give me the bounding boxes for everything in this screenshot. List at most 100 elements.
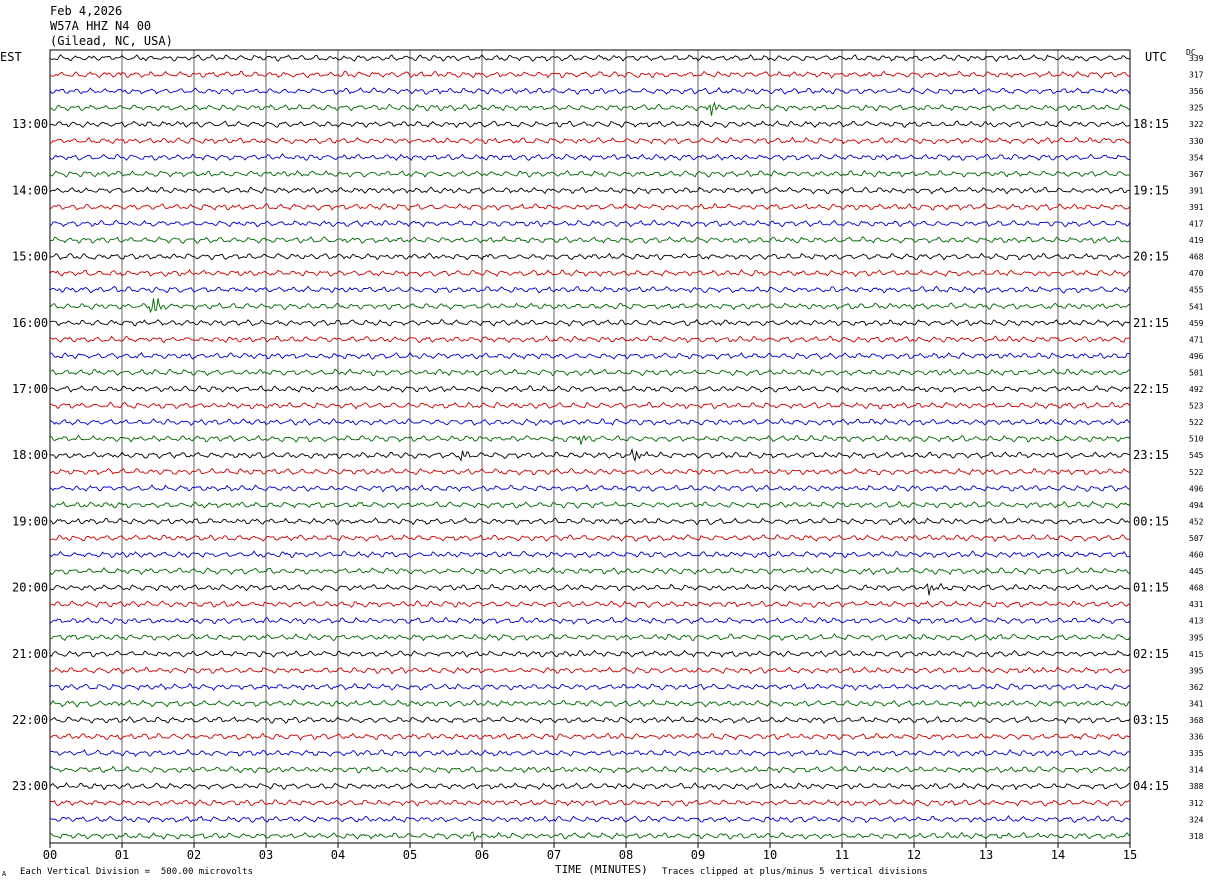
dc-value-row-47: 324 [1189, 815, 1204, 824]
x-tick-label-05: 05 [403, 848, 417, 862]
trace-row-2 [49, 70, 1131, 79]
left-hour-label-2100: 21:00 [12, 647, 48, 661]
dc-value-row-5: 322 [1189, 120, 1204, 129]
x-tick-label-14: 14 [1051, 848, 1065, 862]
dc-value-row-28: 494 [1189, 501, 1204, 510]
dc-value-row-3: 356 [1189, 87, 1204, 96]
left-hour-label-1500: 15:00 [12, 250, 48, 264]
x-tick-label-08: 08 [619, 848, 633, 862]
x-tick-label-10: 10 [763, 848, 777, 862]
dc-value-row-44: 314 [1189, 766, 1204, 775]
trace-row-39 [49, 683, 1131, 691]
right-hour-label-0315: 03:15 [1133, 713, 1169, 727]
dc-value-row-34: 431 [1189, 600, 1204, 609]
x-tick-label-02: 02 [187, 848, 201, 862]
left-hour-label-2300: 23:00 [12, 779, 48, 793]
dc-value-row-45: 388 [1189, 782, 1204, 791]
x-tick-label-01: 01 [115, 848, 129, 862]
trace-row-22 [49, 401, 1131, 410]
dc-value-row-7: 354 [1189, 153, 1204, 162]
right-hour-label-0115: 01:15 [1133, 581, 1169, 595]
trace-row-12 [49, 236, 1131, 244]
scale-note: Each Vertical Division = 500.00 microvol… [20, 867, 253, 877]
dc-value-row-33: 468 [1189, 584, 1204, 593]
trace-row-37 [49, 649, 1131, 658]
trace-row-35 [49, 616, 1131, 625]
dc-value-row-22: 523 [1189, 402, 1204, 411]
left-hour-label-1700: 17:00 [12, 382, 48, 396]
trace-row-19 [49, 351, 1131, 360]
trace-row-7 [49, 153, 1131, 161]
trace-row-29 [49, 517, 1131, 526]
left-timezone-label: EST [0, 50, 22, 64]
trace-row-4 [49, 101, 1131, 116]
trace-row-44 [49, 765, 1131, 774]
trace-row-23 [49, 418, 1131, 427]
dc-value-row-8: 367 [1189, 170, 1204, 179]
left-hour-label-2200: 22:00 [12, 713, 48, 727]
header-location: (Gilead, NC, USA) [50, 34, 173, 48]
dc-value-row-31: 460 [1189, 551, 1204, 560]
trace-row-13 [49, 252, 1131, 261]
trace-row-8 [49, 169, 1131, 178]
trace-row-33 [49, 582, 1131, 596]
trace-row-16 [49, 298, 1131, 314]
right-hour-label-0215: 02:15 [1133, 647, 1169, 661]
dc-value-row-6: 330 [1189, 137, 1204, 146]
right-hour-label-0015: 00:15 [1133, 514, 1169, 528]
header-station: W57A HHZ N4 00 [50, 19, 152, 33]
trace-row-42 [49, 732, 1131, 741]
dc-value-row-18: 471 [1189, 335, 1204, 344]
clip-note: Traces clipped at plus/minus 5 vertical … [662, 867, 928, 877]
trace-row-30 [49, 534, 1131, 543]
dc-value-row-37: 415 [1189, 650, 1204, 659]
trace-row-21 [49, 385, 1131, 393]
dc-value-row-30: 507 [1189, 534, 1204, 543]
x-tick-label-09: 09 [691, 848, 705, 862]
dc-value-row-48: 318 [1189, 832, 1204, 841]
left-hour-label-1400: 14:00 [12, 183, 48, 197]
dc-value-row-20: 501 [1189, 368, 1204, 377]
trace-row-46 [49, 799, 1131, 807]
right-hour-label-1815: 18:15 [1133, 117, 1169, 131]
right-hour-label-2115: 21:15 [1133, 316, 1169, 330]
x-tick-label-04: 04 [331, 848, 345, 862]
trace-row-28 [49, 500, 1131, 509]
dc-value-row-9: 391 [1189, 186, 1204, 195]
trace-row-43 [49, 748, 1131, 758]
trace-row-10 [49, 203, 1131, 211]
x-tick-label-06: 06 [475, 848, 489, 862]
trace-row-17 [50, 318, 1131, 327]
trace-row-48 [49, 831, 1131, 842]
trace-row-38 [49, 666, 1131, 675]
x-tick-label-12: 12 [907, 848, 921, 862]
trace-row-24 [49, 434, 1131, 445]
dc-value-row-13: 468 [1189, 253, 1204, 262]
header-date: Feb 4,2026 [50, 4, 123, 18]
right-hour-label-2315: 23:15 [1133, 448, 1169, 462]
trace-row-36 [49, 633, 1131, 642]
right-hour-label-1915: 19:15 [1133, 183, 1169, 197]
x-tick-label-07: 07 [547, 848, 561, 862]
dc-value-row-46: 312 [1189, 799, 1204, 808]
dc-value-row-38: 395 [1189, 666, 1204, 675]
left-hour-label-2000: 20:00 [12, 581, 48, 595]
trace-row-14 [49, 269, 1131, 278]
left-hour-label-1300: 13:00 [12, 117, 48, 131]
dc-value-row-16: 541 [1189, 302, 1204, 311]
corner-mark: A [2, 870, 7, 878]
right-hour-label-2015: 20:15 [1133, 250, 1169, 264]
dc-value-row-23: 522 [1189, 418, 1204, 427]
trace-row-9 [49, 186, 1131, 195]
dc-value-row-21: 492 [1189, 385, 1204, 394]
x-tick-label-13: 13 [979, 848, 993, 862]
trace-row-11 [49, 219, 1131, 228]
plot-frame [49, 49, 1131, 844]
trace-row-3 [49, 87, 1131, 95]
dc-value-row-10: 391 [1189, 203, 1204, 212]
trace-row-47 [49, 815, 1131, 824]
left-hour-label-1600: 16:00 [12, 316, 48, 330]
dc-value-row-2: 317 [1189, 71, 1204, 80]
x-tick-label-15: 15 [1123, 848, 1137, 862]
